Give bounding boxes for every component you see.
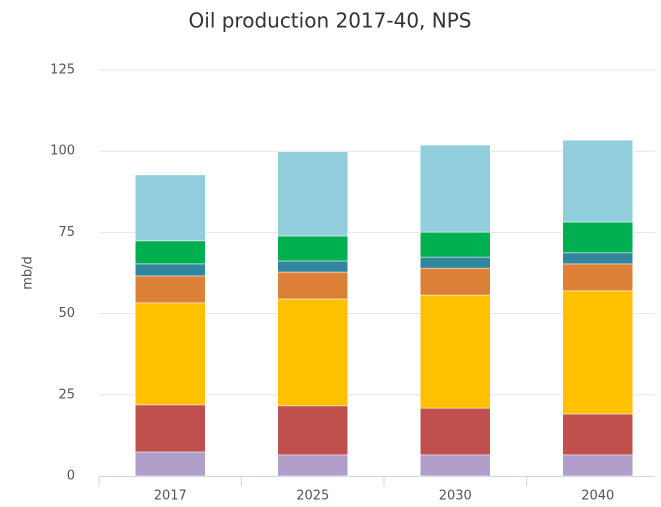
bar-segment	[562, 139, 633, 223]
bar-segment	[420, 407, 491, 456]
y-axis-label: mb/d	[21, 256, 36, 290]
y-tick-label: 25	[58, 387, 75, 402]
bar-segment	[562, 263, 633, 292]
bar-segment	[420, 267, 491, 296]
bar-segment	[277, 235, 348, 262]
bar-segment	[277, 271, 348, 300]
bar-segment	[420, 144, 491, 233]
bar-segment	[562, 252, 633, 265]
bar-segment	[277, 454, 348, 477]
y-tick-label: 50	[58, 306, 75, 321]
bar-segment	[420, 294, 491, 409]
chart-title: Oil production 2017-40, NPS	[189, 9, 472, 33]
x-tick-label: 2030	[439, 489, 472, 504]
bar-segment	[135, 174, 206, 242]
bar-segment	[562, 290, 633, 415]
bar-segment	[420, 454, 491, 477]
bar-segment	[135, 404, 206, 453]
bar-segment	[135, 451, 206, 477]
bar-segment	[135, 240, 206, 265]
y-tick-label: 0	[67, 469, 75, 484]
bar-segment	[277, 405, 348, 456]
bar-segment	[277, 260, 348, 273]
x-tick-label: 2040	[581, 489, 614, 504]
bar-segment	[420, 256, 491, 269]
x-tick-label: 2025	[296, 489, 329, 504]
bar-segment	[420, 231, 491, 258]
y-tick-label: 100	[50, 144, 75, 159]
bar-segment	[135, 302, 206, 406]
bar-segment	[135, 275, 206, 304]
bar-segment	[135, 263, 206, 277]
y-tick-label: 75	[58, 225, 75, 240]
y-tick-label: 125	[50, 63, 75, 78]
bar-segment	[277, 298, 348, 407]
bar-segment	[562, 413, 633, 456]
bar-segment	[277, 151, 348, 237]
x-tick-label: 2017	[154, 489, 187, 504]
bar-segment	[562, 221, 633, 254]
bar-segment	[562, 454, 633, 477]
